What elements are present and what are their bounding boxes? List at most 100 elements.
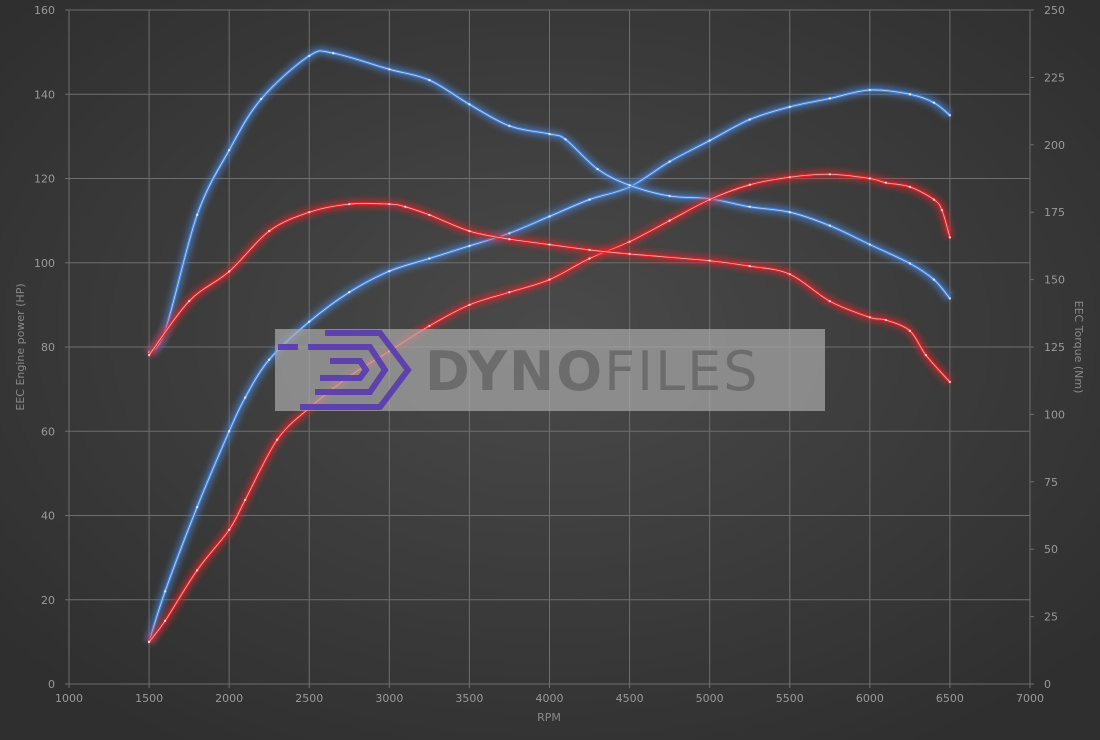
y-right-tick-label: 25 bbox=[1044, 611, 1058, 624]
data-point bbox=[195, 569, 199, 572]
data-point bbox=[227, 430, 231, 433]
y-right-tick-label: 225 bbox=[1044, 71, 1065, 84]
x-tick-label: 6000 bbox=[856, 692, 884, 705]
data-point bbox=[748, 264, 751, 268]
data-point bbox=[932, 198, 936, 201]
x-tick-label: 1000 bbox=[55, 692, 83, 705]
data-point bbox=[227, 270, 231, 273]
series-red-right bbox=[145, 198, 954, 386]
data-point bbox=[468, 244, 471, 248]
data-point bbox=[187, 299, 191, 303]
x-tick-label: 3000 bbox=[375, 692, 403, 705]
data-point bbox=[628, 184, 631, 187]
x-tick-label: 6500 bbox=[936, 692, 964, 705]
y-axis-left-label: EEC Engine power (HP) bbox=[14, 283, 27, 410]
data-point bbox=[428, 213, 431, 217]
data-point bbox=[708, 198, 711, 201]
data-point bbox=[748, 205, 751, 209]
y-left-tick-label: 80 bbox=[41, 341, 55, 354]
tick-labels: 1000 1500 2000 2500 3000 3500 4000 4500 5000 5500… bbox=[34, 4, 1065, 705]
data-point bbox=[428, 324, 431, 328]
data-point bbox=[788, 105, 791, 109]
data-point bbox=[588, 257, 591, 260]
y-right-tick-label: 125 bbox=[1044, 341, 1065, 354]
y-right-tick-label: 250 bbox=[1044, 4, 1065, 17]
data-point bbox=[828, 173, 831, 176]
y-left-tick-label: 140 bbox=[34, 88, 55, 101]
data-point bbox=[932, 278, 936, 281]
data-point bbox=[828, 97, 831, 100]
data-point bbox=[348, 202, 351, 206]
y-left-tick-label: 120 bbox=[34, 173, 55, 186]
y-right-tick-label: 200 bbox=[1044, 139, 1065, 152]
series-blue-left bbox=[144, 85, 953, 644]
data-point bbox=[268, 358, 271, 361]
data-point bbox=[948, 380, 952, 384]
y-left-tick-label: 40 bbox=[41, 510, 55, 523]
data-point bbox=[147, 353, 151, 357]
data-point bbox=[908, 185, 912, 189]
data-point bbox=[508, 232, 511, 235]
data-point bbox=[548, 278, 551, 281]
data-point bbox=[788, 211, 791, 214]
data-point bbox=[163, 590, 167, 593]
y-right-tick-label: 150 bbox=[1044, 274, 1065, 287]
data-point bbox=[948, 114, 952, 117]
y-right-tick-label: 75 bbox=[1044, 476, 1058, 489]
watermark-text: DYNOFILES bbox=[425, 340, 760, 403]
data-point bbox=[668, 194, 671, 198]
x-axis-label: RPM bbox=[537, 711, 561, 724]
data-point bbox=[628, 252, 631, 256]
x-tick-label: 2500 bbox=[295, 692, 323, 705]
series-red-left bbox=[145, 169, 955, 645]
data-point bbox=[428, 78, 431, 82]
y-left-tick-label: 60 bbox=[41, 425, 55, 438]
series-lines bbox=[144, 46, 955, 645]
data-point bbox=[388, 68, 391, 71]
y-left-tick-label: 160 bbox=[34, 4, 55, 17]
watermark: DYNOFILES bbox=[275, 329, 825, 411]
data-point bbox=[908, 262, 912, 265]
data-point bbox=[308, 320, 311, 323]
data-point bbox=[924, 353, 928, 357]
data-point bbox=[404, 205, 407, 209]
data-point bbox=[163, 619, 167, 623]
data-point bbox=[628, 240, 631, 243]
data-point bbox=[332, 51, 335, 55]
data-point bbox=[788, 273, 791, 276]
dynofiles-logo bbox=[278, 330, 412, 410]
data-point bbox=[195, 213, 199, 217]
y-right-tick-label: 0 bbox=[1044, 678, 1051, 691]
y-axis-right-label: EEC Torque (Nm) bbox=[1072, 301, 1085, 394]
data-point bbox=[468, 229, 471, 233]
data-point bbox=[948, 297, 952, 300]
x-tick-label: 1500 bbox=[135, 692, 163, 705]
data-point bbox=[243, 396, 247, 399]
data-point bbox=[243, 498, 247, 502]
x-tick-label: 4000 bbox=[536, 692, 564, 705]
data-point bbox=[828, 224, 831, 227]
data-point bbox=[388, 202, 391, 206]
data-point bbox=[468, 103, 471, 106]
x-tick-label: 7000 bbox=[1016, 692, 1044, 705]
x-tick-label: 4500 bbox=[616, 692, 644, 705]
data-point bbox=[227, 148, 231, 152]
data-point bbox=[548, 132, 551, 136]
data-point bbox=[884, 181, 888, 184]
x-tick-label: 5500 bbox=[776, 692, 804, 705]
data-point bbox=[940, 208, 944, 212]
data-point bbox=[908, 329, 912, 333]
data-point bbox=[268, 229, 271, 233]
data-point bbox=[948, 236, 952, 239]
data-point bbox=[668, 219, 671, 222]
y-right-tick-label: 100 bbox=[1044, 408, 1065, 421]
data-point bbox=[828, 299, 831, 303]
data-point bbox=[748, 118, 751, 121]
data-point bbox=[868, 243, 872, 246]
data-point bbox=[227, 528, 231, 532]
data-point bbox=[348, 291, 351, 294]
y-right-tick-label: 175 bbox=[1044, 206, 1065, 219]
data-point bbox=[788, 176, 791, 179]
data-point bbox=[748, 183, 751, 187]
data-point bbox=[276, 438, 279, 441]
